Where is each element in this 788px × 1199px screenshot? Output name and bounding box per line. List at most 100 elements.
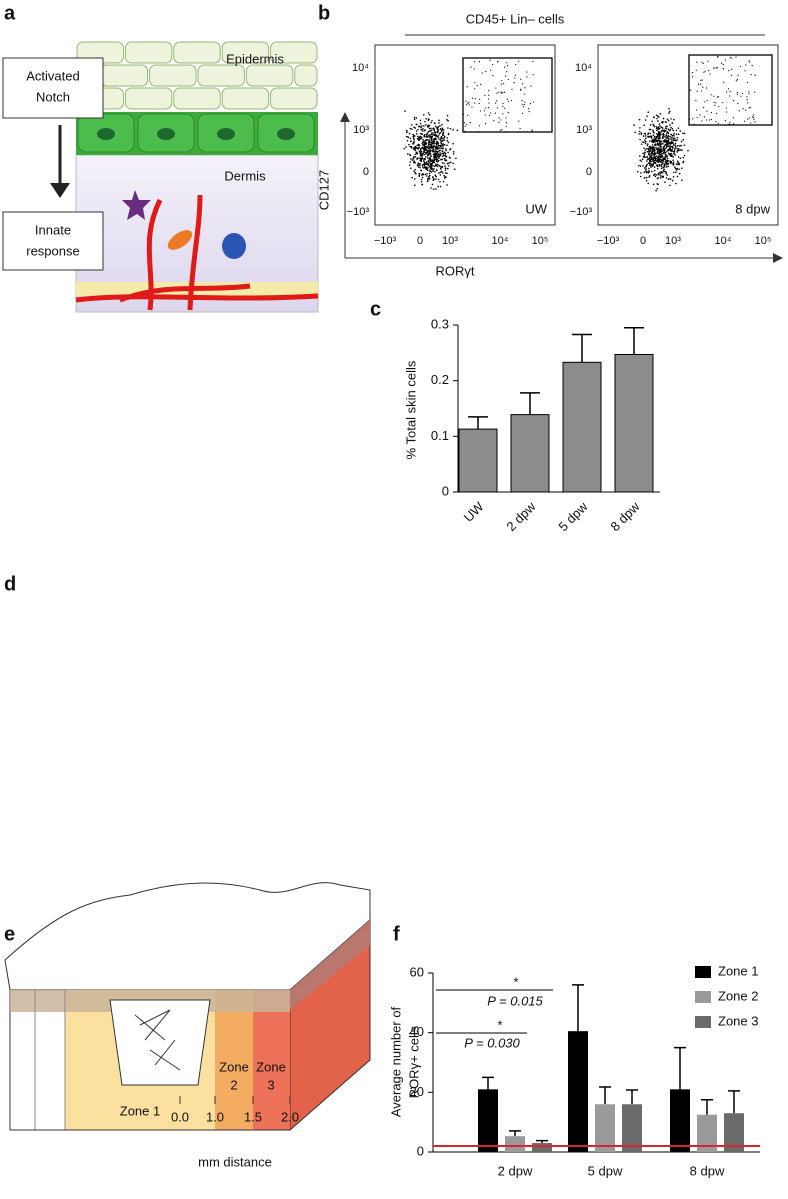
event-dot (679, 130, 682, 132)
event-dot (424, 145, 426, 148)
event-dot (666, 118, 669, 121)
event-dot (419, 137, 421, 140)
event-dot (718, 105, 720, 108)
event-dot (441, 150, 444, 152)
event-dot (427, 167, 429, 169)
event-dot (670, 142, 673, 145)
event-dot (646, 143, 649, 146)
event-dot (666, 174, 669, 176)
event-dot (496, 92, 498, 94)
event-dot (446, 144, 448, 146)
event-dot (702, 107, 705, 109)
panel-d: d (4, 573, 16, 595)
event-dot (425, 167, 428, 169)
event-dot (703, 116, 706, 118)
event-dot (439, 132, 442, 134)
event-dot (424, 124, 427, 126)
event-dot (432, 127, 435, 130)
event-dot (422, 173, 425, 176)
event-dot (433, 156, 435, 159)
event-dot (430, 171, 433, 173)
bar (595, 1104, 615, 1152)
event-dot (654, 149, 656, 152)
event-dot (466, 86, 468, 88)
event-dot (505, 125, 507, 127)
y-tick-label: −10³ (347, 206, 370, 218)
event-dot (654, 159, 656, 162)
event-dot (432, 161, 434, 164)
event-dot (442, 143, 445, 145)
event-dot (681, 179, 683, 181)
bar (458, 428, 498, 493)
event-dot (425, 139, 428, 141)
event-dot (419, 148, 422, 150)
event-dot (432, 176, 434, 179)
event-dot (648, 167, 650, 170)
event-dot (412, 137, 415, 139)
event-dot (653, 155, 655, 157)
event-dot (639, 165, 642, 168)
label: Dermis (224, 168, 266, 183)
event-dot (420, 178, 423, 181)
event-dot (422, 128, 424, 130)
event-dot (675, 169, 678, 171)
event-dot (667, 162, 670, 165)
event-dot (652, 134, 655, 137)
event-dot (662, 129, 665, 132)
event-dot (443, 177, 446, 179)
distance-ticks: 0.0 1.0 1.5 2.0 (171, 1096, 299, 1124)
event-dot (425, 149, 427, 151)
event-dot (661, 172, 664, 174)
event-dot (421, 156, 423, 159)
event-dot (653, 166, 656, 168)
event-dot (438, 155, 441, 158)
event-dot (416, 158, 418, 160)
event-dot (432, 160, 434, 163)
event-dot (425, 146, 428, 148)
event-dot (660, 133, 662, 136)
event-dot (414, 149, 417, 152)
event-dot (642, 164, 644, 167)
x-tick-label: 10⁵ (532, 235, 549, 247)
event-dot (671, 139, 673, 141)
panel-letter: f (393, 923, 400, 945)
event-dot (446, 137, 449, 139)
cell (173, 87, 221, 110)
event-dot (441, 172, 444, 174)
event-dot (736, 91, 738, 94)
event-dot (445, 149, 447, 152)
event-dot (435, 145, 438, 148)
event-dot (439, 152, 441, 154)
event-dot (415, 151, 418, 154)
event-dot (441, 129, 443, 132)
event-dot (501, 92, 503, 94)
event-dot (410, 167, 412, 170)
event-dot (633, 124, 635, 126)
event-dot (437, 143, 440, 145)
event-dot (436, 131, 439, 134)
event-dot (746, 96, 748, 98)
event-dot (657, 157, 660, 160)
event-dot (710, 111, 713, 114)
bar (510, 414, 550, 493)
event-dot (642, 156, 645, 158)
event-dot (671, 149, 673, 152)
event-dot (665, 147, 667, 149)
event-dot (452, 151, 455, 153)
event-dot (677, 133, 680, 136)
event-dot (422, 130, 424, 132)
axis-title: RORγt (436, 263, 475, 278)
event-dot (425, 161, 428, 163)
event-dot (439, 125, 441, 127)
event-dot (417, 128, 419, 131)
event-dot (413, 116, 416, 119)
event-dot (713, 101, 715, 104)
event-dot (433, 145, 435, 148)
event-dot (413, 184, 416, 187)
x-tick-label: 10³ (442, 235, 458, 247)
event-dot (434, 155, 437, 158)
event-dot (750, 74, 752, 76)
event-dot (433, 122, 436, 124)
event-dot (412, 142, 415, 144)
event-dot (736, 79, 738, 81)
